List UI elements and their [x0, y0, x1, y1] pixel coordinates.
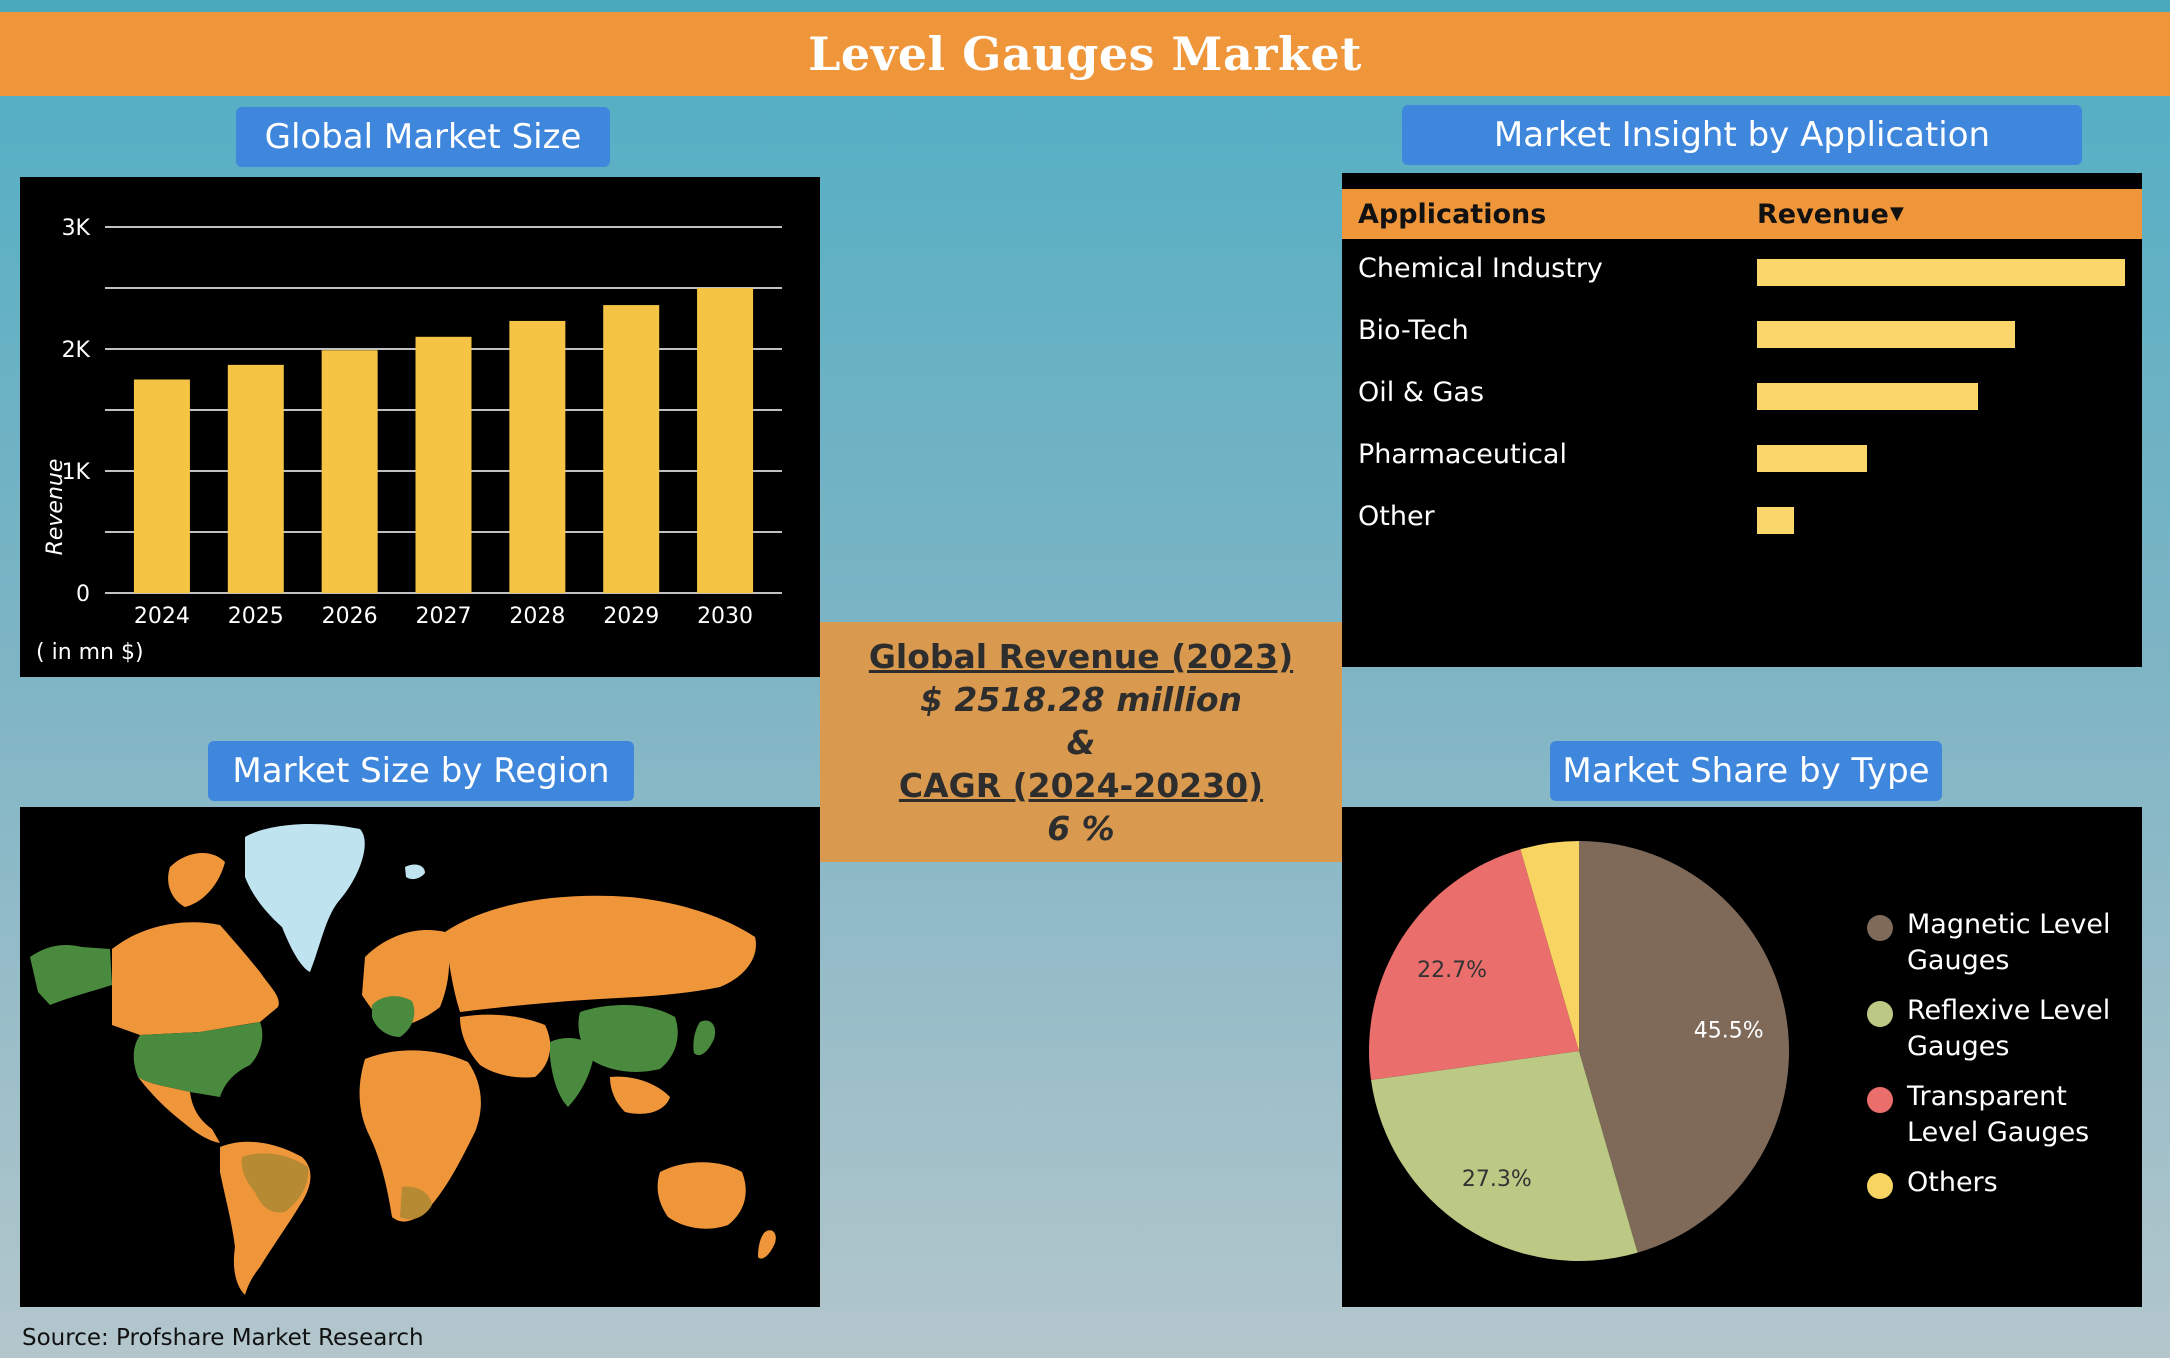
revenue-bar — [1757, 321, 2015, 348]
arctic-islands — [168, 852, 225, 907]
global-market-size-heading: Global Market Size — [236, 107, 610, 167]
header-banner: Level Gauges Market — [0, 12, 2170, 96]
x-tick-label: 2029 — [603, 604, 659, 629]
legend-swatch — [1867, 1173, 1893, 1199]
application-label: Bio-Tech — [1358, 315, 1469, 346]
page-title: Level Gauges Market — [808, 27, 1362, 81]
top-strip — [0, 0, 2170, 12]
source-note: Source: Profshare Market Research — [22, 1325, 424, 1351]
table-row: Other — [1342, 487, 2142, 549]
ampersand: & — [1066, 722, 1096, 762]
pie-chart-svg: 45.5% 27.3% 22.7% — [1369, 841, 1790, 1261]
legend-label: Transparent Level Gauges — [1907, 1081, 2090, 1148]
legend-item[interactable]: Others — [1867, 1165, 2137, 1201]
market-size-region-heading: Market Size by Region — [208, 741, 634, 801]
slice-value-label: 22.7% — [1417, 958, 1487, 983]
slice-value-label: 27.3% — [1462, 1167, 1532, 1192]
market-insight-heading: Market Insight by Application — [1402, 105, 2082, 165]
y-tick-label: 3K — [62, 216, 91, 241]
y-axis-label: Revenue — [43, 459, 68, 556]
mexico-region[interactable] — [138, 1077, 220, 1143]
x-tick-label: 2025 — [228, 604, 284, 629]
iceland-region — [405, 864, 425, 880]
legend-label: Others — [1907, 1167, 1998, 1198]
application-label: Oil & Gas — [1358, 377, 1485, 408]
bar[interactable] — [227, 364, 284, 593]
legend-swatch — [1867, 915, 1893, 941]
south-africa-region[interactable] — [400, 1186, 432, 1220]
x-tick-label: 2026 — [322, 604, 378, 629]
y-tick-label: 1K — [62, 460, 91, 485]
canada-region[interactable] — [112, 922, 279, 1035]
revenue-summary: Global Revenue (2023) $ 2518.28 million … — [820, 622, 1342, 862]
southeast-asia-region[interactable] — [610, 1076, 670, 1114]
europe-highlight[interactable] — [372, 996, 415, 1037]
unit-note: ( in mn $) — [36, 640, 144, 665]
revenue-value: $ 2518.28 million — [919, 679, 1243, 719]
applications-header: Applications — [1358, 199, 1547, 230]
cagr-value: 6 % — [1047, 808, 1115, 848]
legend-label: Magnetic Level Gauges — [1907, 909, 2111, 976]
australia-region[interactable] — [657, 1162, 746, 1229]
russia-region[interactable] — [445, 895, 756, 1012]
china-region[interactable] — [578, 1005, 678, 1072]
legend-item[interactable]: Magnetic Level Gauges — [1867, 907, 2137, 979]
cagr-title: CAGR (2024-20230) — [898, 765, 1264, 805]
revenue-bar — [1757, 259, 2125, 286]
japan-region[interactable] — [693, 1020, 716, 1056]
global-market-size-chart: 0 1K 2K 3K 2024 2025 2026 2027 2028 2029 2030 Rev… — [20, 177, 820, 677]
revenue-bar — [1757, 507, 1794, 534]
table-row: Bio-Tech — [1342, 301, 2142, 363]
table-row: Oil & Gas — [1342, 363, 2142, 425]
x-tick-label: 2030 — [697, 604, 753, 629]
alaska-region[interactable] — [30, 945, 112, 1005]
legend-item[interactable]: Reflexive Level Gauges — [1867, 993, 2137, 1065]
legend-swatch — [1867, 1087, 1893, 1113]
revenue-bar — [1757, 445, 1868, 472]
brazil-region[interactable] — [241, 1153, 309, 1213]
revenue-bar — [1757, 383, 1978, 410]
x-tick-label: 2027 — [416, 604, 472, 629]
revenue-header[interactable]: Revenue — [1757, 199, 1889, 230]
pie-legend: Magnetic Level Gauges Reflexive Level Ga… — [1867, 907, 2137, 1215]
pie-slice[interactable] — [1369, 849, 1579, 1080]
legend-label: Reflexive Level Gauges — [1907, 995, 2111, 1062]
middle-east-region[interactable] — [460, 1014, 551, 1078]
legend-item[interactable]: Transparent Level Gauges — [1867, 1079, 2137, 1151]
x-tick-label: 2028 — [509, 604, 565, 629]
bar[interactable] — [321, 350, 378, 593]
bar[interactable] — [603, 305, 660, 593]
table-row: Chemical Industry — [1342, 239, 2142, 301]
application-label: Chemical Industry — [1358, 253, 1603, 284]
market-share-pie-chart: 45.5% 27.3% 22.7% Magnetic Level Gauges Re… — [1342, 807, 2142, 1307]
application-label: Pharmaceutical — [1358, 439, 1567, 470]
greenland-region[interactable] — [245, 823, 365, 972]
pie-slice[interactable] — [1371, 1051, 1638, 1261]
bar[interactable] — [509, 320, 566, 593]
world-map-svg — [30, 823, 776, 1295]
pie-slice[interactable] — [1579, 841, 1790, 1253]
world-map[interactable] — [20, 807, 820, 1307]
pie-slice[interactable] — [1520, 841, 1579, 1051]
table-row: Pharmaceutical — [1342, 425, 2142, 487]
usa-region[interactable] — [133, 1022, 263, 1097]
market-share-type-heading: Market Share by Type — [1550, 741, 1942, 801]
sort-down-icon[interactable]: ▼ — [1890, 203, 1904, 224]
africa-region[interactable] — [359, 1050, 481, 1222]
bar-chart-svg: 0 1K 2K 3K 2024 2025 2026 2027 2028 2029 2030 Rev… — [36, 216, 782, 665]
india-region[interactable] — [550, 1037, 595, 1107]
x-tick-label: 2024 — [134, 604, 190, 629]
bar[interactable] — [415, 336, 472, 593]
revenue-title: Global Revenue (2023) — [868, 636, 1294, 676]
application-label: Other — [1358, 501, 1435, 532]
table-header: Applications Revenue ▼ — [1342, 189, 2142, 239]
bar[interactable] — [697, 288, 754, 593]
new-zealand-region — [758, 1230, 776, 1259]
slice-value-label: 45.5% — [1694, 1019, 1764, 1044]
legend-swatch — [1867, 1001, 1893, 1027]
y-tick-label: 0 — [76, 582, 90, 607]
bar[interactable] — [133, 379, 190, 594]
y-tick-label: 2K — [62, 338, 91, 363]
application-table: Applications Revenue ▼ Chemical Industry… — [1342, 173, 2142, 667]
